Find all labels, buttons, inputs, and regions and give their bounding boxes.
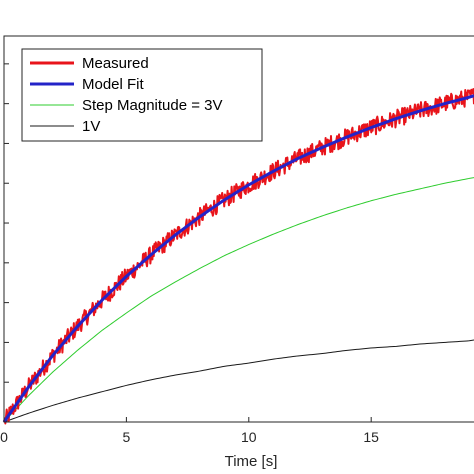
series-line-model-fit [2,94,474,423]
legend-entries: Measured Model Fit Step Magnitude = 3V 1V [30,55,223,135]
series-line-1v [3,339,474,423]
legend: Measured Model Fit Step Magnitude = 3V 1V [21,48,263,142]
legend-label: Measured [82,55,149,72]
x-tick-label: 0 [0,429,8,445]
x-tick-label: 10 [241,429,257,445]
y-axis-ticks [4,63,9,423]
series-layer [2,88,474,425]
plot-area [2,88,474,425]
x-tick-label: 15 [363,429,379,445]
x-axis-label: Time [s] [225,453,278,470]
x-tick-label: 5 [122,429,130,445]
x-axis-ticks: 0 5 10 15 [0,417,379,445]
axes-frame [3,35,474,423]
legend-label: 1V [82,118,100,135]
series-line-step-magnitude-3v [3,177,474,423]
legend-label: Step Magnitude = 3V [82,97,223,114]
legend-label: Model Fit [82,76,145,93]
